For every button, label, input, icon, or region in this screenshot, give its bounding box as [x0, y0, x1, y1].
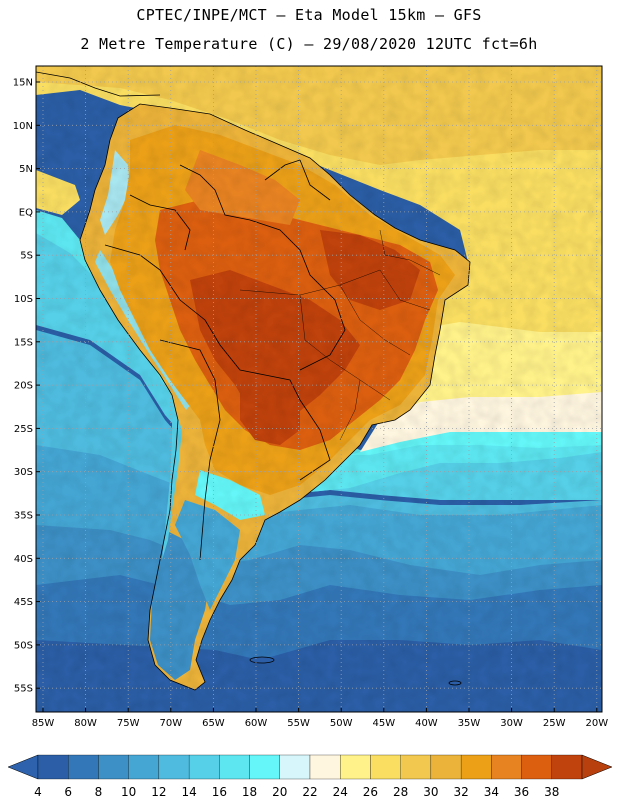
colorbar-label: 32 [453, 785, 468, 799]
lon-label-65w: 65W [202, 718, 225, 729]
colorbar-label: 28 [393, 785, 408, 799]
longitude-labels: 85W 80W 75W 70W 65W 60W 55W 50W 45W 40W 35W 30W 25W 2… [32, 708, 608, 729]
texture-overlay [36, 66, 602, 712]
colorbar-label: 20 [272, 785, 287, 799]
colorbar-swatch [400, 754, 432, 780]
lat-label-45s: 45S [14, 597, 33, 608]
lon-label-45w: 45W [372, 718, 395, 729]
lat-label-10s: 10S [14, 294, 33, 305]
colorbar-swatch [460, 754, 492, 780]
colorbar-swatch [188, 754, 220, 780]
map-title-line-1: CPTEC/INPE/MCT – Eta Model 15km – GFS [136, 6, 482, 24]
lat-label-20s: 20S [14, 381, 33, 392]
colorbar-swatch [521, 754, 552, 780]
colorbar-label: 4 [34, 785, 42, 799]
lon-label-20w: 20W [585, 718, 608, 729]
lon-label-30w: 30W [500, 718, 523, 729]
colorbar-label: 14 [181, 785, 196, 799]
lon-label-80w: 80W [74, 718, 97, 729]
central-america-coast [36, 71, 161, 97]
colorbar-swatch [98, 754, 129, 780]
lat-label-eq: EQ [19, 207, 33, 218]
lon-label-75w: 75W [117, 718, 140, 729]
colorbar-label: 34 [484, 785, 499, 799]
lat-label-5n: 5N [19, 164, 33, 175]
colorbar-label: 16 [212, 785, 227, 799]
latitude-labels: 15N 10N 5N EQ 5S 10S 15S 20S 25S 30S 35S 40S 45S 50S 5… [13, 78, 40, 695]
map-frame [35, 65, 603, 713]
lat-label-50s: 50S [14, 640, 33, 651]
map-field [36, 66, 602, 712]
colorbar-swatch [370, 754, 401, 780]
colorbar-swatch [340, 754, 371, 780]
falkland-islands [249, 656, 275, 664]
lon-label-25w: 25W [543, 718, 566, 729]
map-title-line-2: 2 Metre Temperature (C) – 29/08/2020 12U… [80, 35, 538, 53]
colorbar-label: 22 [302, 785, 317, 799]
lat-label-40s: 40S [14, 554, 33, 565]
colorbar-label: 10 [121, 785, 136, 799]
colorbar: 4 6 8 10 12 14 16 18 20 22 24 26 28 30 32 34 36 38 [7, 754, 613, 799]
lat-label-5s: 5S [20, 251, 33, 262]
colorbar-swatch [309, 754, 341, 780]
colorbar-label: 6 [64, 785, 72, 799]
colorbar-swatch [491, 754, 522, 780]
colorbar-swatch [128, 754, 160, 780]
lon-label-35w: 35W [458, 718, 481, 729]
lat-label-35s: 35S [14, 511, 33, 522]
colorbar-swatch [158, 754, 190, 780]
colorbar-swatch [68, 754, 99, 780]
lat-label-30s: 30S [14, 467, 33, 478]
lat-label-10n: 10N [13, 121, 33, 132]
lon-label-55w: 55W [287, 718, 310, 729]
colorbar-low-arrow [7, 754, 39, 780]
colorbar-swatch [249, 754, 280, 780]
lat-label-15s: 15S [14, 337, 33, 348]
lon-label-40w: 40W [415, 718, 438, 729]
colorbar-label: 18 [242, 785, 257, 799]
colorbar-swatch [219, 754, 250, 780]
colorbar-swatch [430, 754, 462, 780]
colorbar-label: 26 [363, 785, 378, 799]
colorbar-swatch [551, 754, 583, 780]
colorbar-label: 8 [95, 785, 103, 799]
colorbar-label: 12 [151, 785, 166, 799]
colorbar-label: 30 [423, 785, 438, 799]
colorbar-swatch [37, 754, 69, 780]
south-georgia [448, 680, 462, 686]
lon-label-60w: 60W [245, 718, 268, 729]
colorbar-swatch [279, 754, 311, 780]
lon-label-50w: 50W [330, 718, 353, 729]
lat-label-25s: 25S [14, 424, 33, 435]
lat-label-55s: 55S [14, 684, 33, 695]
colorbar-high-arrow [581, 754, 613, 780]
lon-label-85w: 85W [32, 718, 55, 729]
state-borders [239, 229, 441, 441]
colorbar-label: 38 [544, 785, 559, 799]
colorbar-label: 36 [514, 785, 529, 799]
lon-label-70w: 70W [159, 718, 182, 729]
lat-label-15n: 15N [13, 78, 33, 89]
colorbar-label: 24 [333, 785, 348, 799]
